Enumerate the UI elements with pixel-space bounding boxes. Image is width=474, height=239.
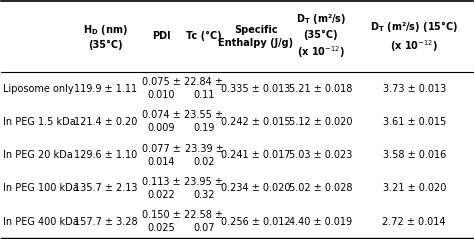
Text: Specific
Enthalpy (J/g): Specific Enthalpy (J/g) (219, 25, 293, 48)
Text: 4.40 ± 0.019: 4.40 ± 0.019 (289, 217, 353, 227)
Text: 157.7 ± 3.28: 157.7 ± 3.28 (73, 217, 137, 227)
Text: 22.84 ±
0.11: 22.84 ± 0.11 (184, 77, 223, 100)
Text: 0.075 ±
0.010: 0.075 ± 0.010 (142, 77, 181, 100)
Text: 0.242 ± 0.015: 0.242 ± 0.015 (221, 117, 291, 127)
Text: 5.21 ± 0.018: 5.21 ± 0.018 (289, 84, 353, 94)
Text: 5.03 ± 0.023: 5.03 ± 0.023 (289, 150, 353, 160)
Text: 0.335 ± 0.013: 0.335 ± 0.013 (221, 84, 291, 94)
Text: 135.7 ± 2.13: 135.7 ± 2.13 (73, 183, 137, 193)
Text: 0.074 ±
0.009: 0.074 ± 0.009 (142, 110, 181, 133)
Text: 3.61 ± 0.015: 3.61 ± 0.015 (383, 117, 446, 127)
Text: PDI: PDI (152, 31, 171, 41)
Text: 0.150 ±
0.025: 0.150 ± 0.025 (142, 210, 181, 233)
Text: 119.9 ± 1.11: 119.9 ± 1.11 (74, 84, 137, 94)
Text: 121.4 ± 0.20: 121.4 ± 0.20 (73, 117, 137, 127)
Text: 0.113 ±
0.022: 0.113 ± 0.022 (142, 177, 181, 200)
Text: 0.234 ± 0.020: 0.234 ± 0.020 (221, 183, 291, 193)
Text: 22.58 ±
0.07: 22.58 ± 0.07 (184, 210, 223, 233)
Text: H$_\mathregular{D}$ (nm)
(35°C): H$_\mathregular{D}$ (nm) (35°C) (83, 23, 128, 50)
Text: 0.077 ±
0.014: 0.077 ± 0.014 (142, 144, 181, 167)
Text: 0.241 ± 0.017: 0.241 ± 0.017 (221, 150, 291, 160)
Text: Tc (°C): Tc (°C) (186, 31, 222, 41)
Text: In PEG 20 kDa: In PEG 20 kDa (2, 150, 73, 160)
Text: In PEG 400 kDa: In PEG 400 kDa (2, 217, 78, 227)
Text: In PEG 1.5 kDa: In PEG 1.5 kDa (2, 117, 75, 127)
Text: 23.95 ±
0.32: 23.95 ± 0.32 (184, 177, 223, 200)
Text: 23.39 ±
0.02: 23.39 ± 0.02 (184, 144, 223, 167)
Text: 5.12 ± 0.020: 5.12 ± 0.020 (289, 117, 353, 127)
Text: 3.73 ± 0.013: 3.73 ± 0.013 (383, 84, 446, 94)
Text: 23.55 ±
0.19: 23.55 ± 0.19 (184, 110, 223, 133)
Text: In PEG 100 kDa: In PEG 100 kDa (2, 183, 78, 193)
Text: 0.256 ± 0.012: 0.256 ± 0.012 (221, 217, 291, 227)
Text: 3.21 ± 0.020: 3.21 ± 0.020 (383, 183, 446, 193)
Text: Liposome only: Liposome only (2, 84, 73, 94)
Text: 3.58 ± 0.016: 3.58 ± 0.016 (383, 150, 446, 160)
Text: D$_\mathregular{T}$ (m²/s)
(35°C)
(x 10$^{-12}$): D$_\mathregular{T}$ (m²/s) (35°C) (x 10$… (296, 12, 346, 60)
Text: 5.02 ± 0.028: 5.02 ± 0.028 (289, 183, 353, 193)
Text: 129.6 ± 1.10: 129.6 ± 1.10 (74, 150, 137, 160)
Text: 2.72 ± 0.014: 2.72 ± 0.014 (383, 217, 446, 227)
Text: D$_\mathregular{T}$ (m²/s) (15°C)
(x 10$^{-12}$): D$_\mathregular{T}$ (m²/s) (15°C) (x 10$… (370, 19, 458, 54)
